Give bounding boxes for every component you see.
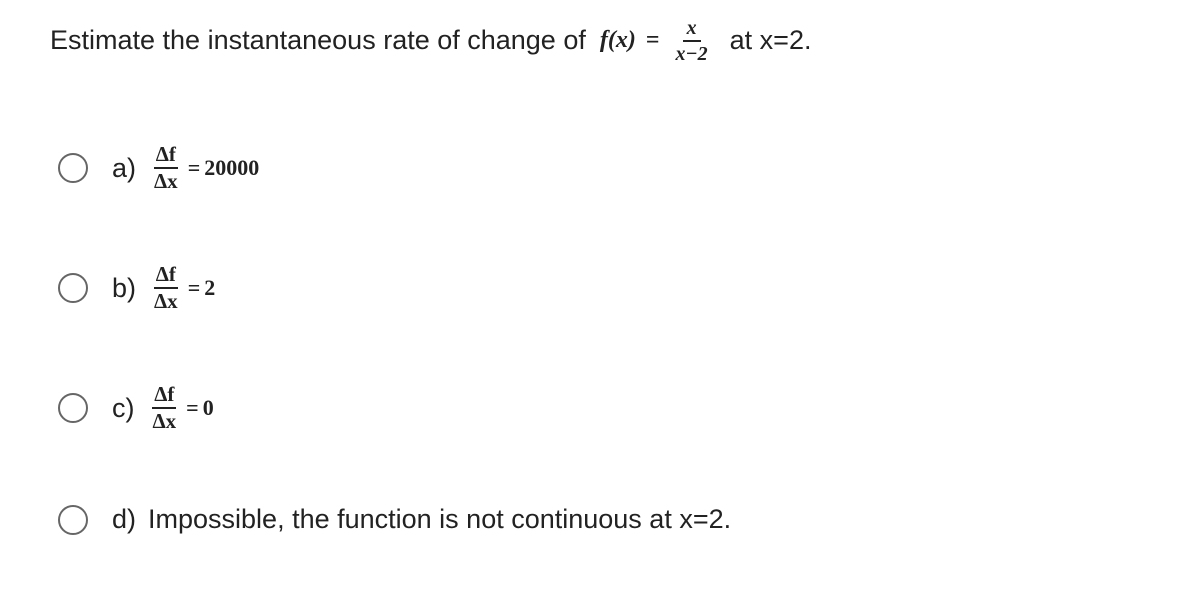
question-frac-num: x [683, 18, 701, 42]
frac-den: Δx [152, 169, 180, 192]
option-letter: d) [112, 504, 136, 535]
radio-a[interactable] [58, 153, 88, 183]
equals-sign: = [186, 395, 199, 421]
question-fraction: x x−2 [672, 18, 712, 64]
option-value: 2 [204, 275, 215, 301]
frac-num: Δf [152, 384, 176, 409]
radio-d[interactable] [58, 505, 88, 535]
equals-sign: = [188, 275, 201, 301]
question-prefix: Estimate the instantaneous rate of chang… [50, 22, 586, 60]
option-value: 20000 [204, 155, 259, 181]
equals-sign: = [188, 155, 201, 181]
option-b[interactable]: b) Δf Δx = 2 [58, 264, 1150, 312]
frac-num: Δf [154, 264, 178, 289]
question-stem: Estimate the instantaneous rate of chang… [50, 18, 1150, 64]
delta-fraction: Δf Δx [152, 264, 180, 312]
option-letter: c) [112, 393, 135, 424]
question-page: Estimate the instantaneous rate of chang… [0, 0, 1200, 535]
frac-den: Δx [152, 289, 180, 312]
option-value: 0 [203, 395, 214, 421]
frac-den: Δx [151, 409, 179, 432]
option-text: Impossible, the function is not continuo… [148, 504, 731, 535]
question-suffix: at x=2. [730, 22, 812, 60]
option-content: Δf Δx = 2 [148, 264, 215, 312]
delta-fraction: Δf Δx [151, 384, 179, 432]
option-letter: a) [112, 153, 136, 184]
question-frac-den: x−2 [672, 42, 712, 64]
option-content: Δf Δx = 20000 [148, 144, 259, 192]
option-c[interactable]: c) Δf Δx = 0 [58, 384, 1150, 432]
option-d[interactable]: d) Impossible, the function is not conti… [58, 504, 1150, 535]
option-content: Δf Δx = 0 [147, 384, 214, 432]
radio-b[interactable] [58, 273, 88, 303]
question-fn: f(x) [600, 24, 636, 58]
delta-fraction: Δf Δx [152, 144, 180, 192]
option-a[interactable]: a) Δf Δx = 20000 [58, 144, 1150, 192]
frac-num: Δf [154, 144, 178, 169]
options-list: a) Δf Δx = 20000 b) Δf Δx = 2 [50, 144, 1150, 535]
question-eq: = [646, 24, 660, 58]
radio-c[interactable] [58, 393, 88, 423]
option-letter: b) [112, 273, 136, 304]
